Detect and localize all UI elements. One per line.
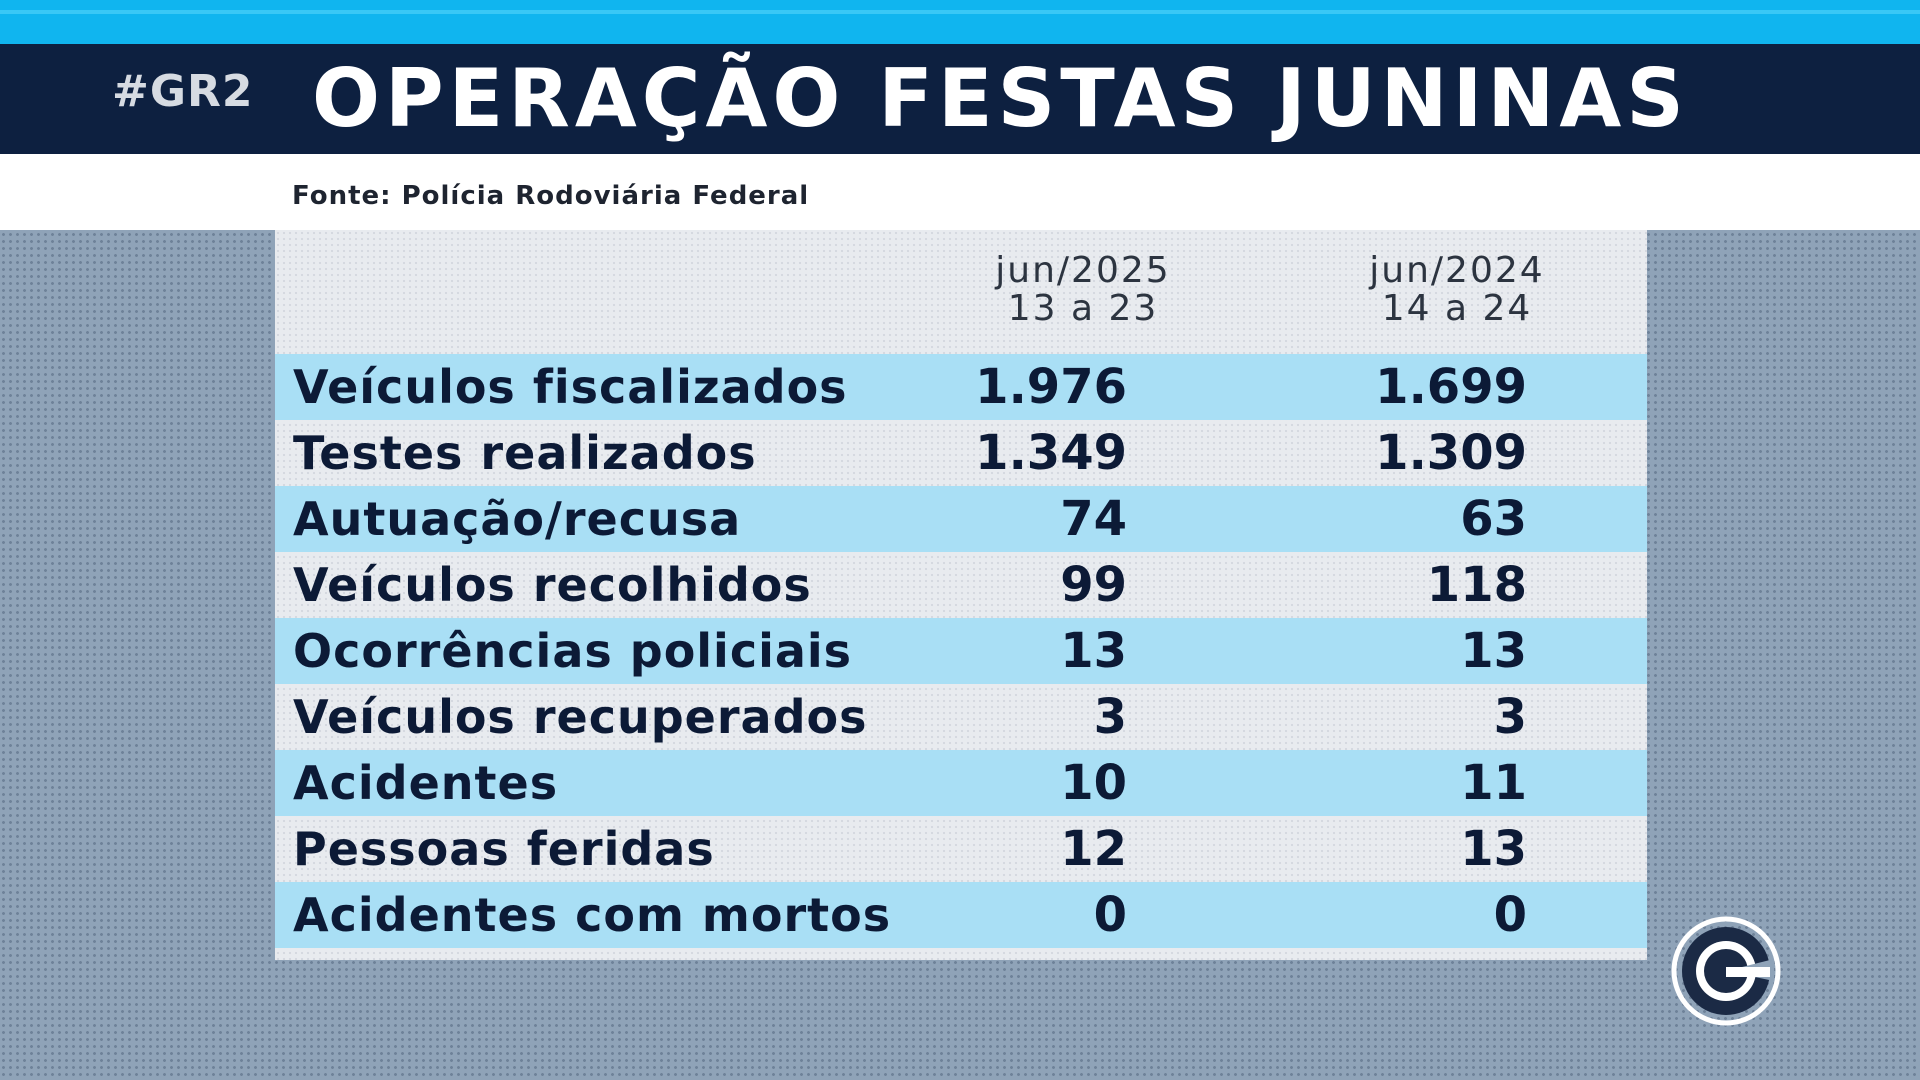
row-label: Acidentes com mortos <box>293 888 892 942</box>
value-2025: 3 <box>1093 689 1127 745</box>
value-2024: 1.699 <box>1375 359 1527 415</box>
column-header-days: 13 a 23 <box>1007 288 1159 329</box>
value-2025: 12 <box>1060 821 1127 877</box>
column-header-2024: jun/2024 14 a 24 <box>1347 252 1567 328</box>
title-bar: #GR2 OPERAÇÃO FESTAS JUNINAS <box>0 44 1920 154</box>
value-2025: 1.349 <box>975 425 1127 481</box>
value-2025: 1.976 <box>975 359 1127 415</box>
row-label: Autuação/recusa <box>293 492 742 546</box>
source-bar: Fonte: Polícia Rodoviária Federal <box>0 154 1920 230</box>
column-header-period: jun/2024 <box>1369 250 1545 291</box>
row-label: Veículos fiscalizados <box>293 360 848 414</box>
row-label: Pessoas feridas <box>293 822 715 876</box>
table-body: Veículos fiscalizados 1.976 1.699 Testes… <box>275 354 1647 948</box>
table-row: Veículos recuperados 3 3 <box>275 684 1647 750</box>
value-2024: 13 <box>1460 821 1527 877</box>
row-label: Testes realizados <box>293 426 757 480</box>
top-accent-line <box>0 10 1920 14</box>
page-title: OPERAÇÃO FESTAS JUNINAS <box>312 52 1689 145</box>
table-row: Testes realizados 1.349 1.309 <box>275 420 1647 486</box>
table-row: Veículos fiscalizados 1.976 1.699 <box>275 354 1647 420</box>
table-row: Acidentes com mortos 0 0 <box>275 882 1647 948</box>
value-2025: 99 <box>1060 557 1127 613</box>
row-label: Ocorrências policiais <box>293 624 853 678</box>
top-accent-stripe <box>0 0 1920 44</box>
value-2025: 13 <box>1060 623 1127 679</box>
value-2024: 1.309 <box>1375 425 1527 481</box>
source-caption: Fonte: Polícia Rodoviária Federal <box>292 181 810 211</box>
row-label: Veículos recuperados <box>293 690 868 744</box>
table-row: Autuação/recusa 74 63 <box>275 486 1647 552</box>
row-label: Acidentes <box>293 756 559 810</box>
column-header-days: 14 a 24 <box>1381 288 1533 329</box>
column-header-period: jun/2025 <box>995 250 1171 291</box>
value-2024: 13 <box>1460 623 1527 679</box>
value-2024: 63 <box>1460 491 1527 547</box>
column-header-2025: jun/2025 13 a 23 <box>973 252 1193 328</box>
value-2025: 0 <box>1093 887 1127 943</box>
value-2024: 118 <box>1426 557 1527 613</box>
table-row: Veículos recolhidos 99 118 <box>275 552 1647 618</box>
value-2024: 0 <box>1493 887 1527 943</box>
value-2025: 74 <box>1060 491 1127 547</box>
table-row: Pessoas feridas 12 13 <box>275 816 1647 882</box>
value-2025: 10 <box>1060 755 1127 811</box>
program-hashtag: #GR2 <box>112 66 254 117</box>
value-2024: 3 <box>1493 689 1527 745</box>
value-2024: 11 <box>1460 755 1527 811</box>
data-table-panel: jun/2025 13 a 23 jun/2024 14 a 24 Veícul… <box>275 230 1647 960</box>
table-row: Acidentes 10 11 <box>275 750 1647 816</box>
table-row: Ocorrências policiais 13 13 <box>275 618 1647 684</box>
row-label: Veículos recolhidos <box>293 558 812 612</box>
broadcaster-logo-icon <box>1671 916 1781 1026</box>
